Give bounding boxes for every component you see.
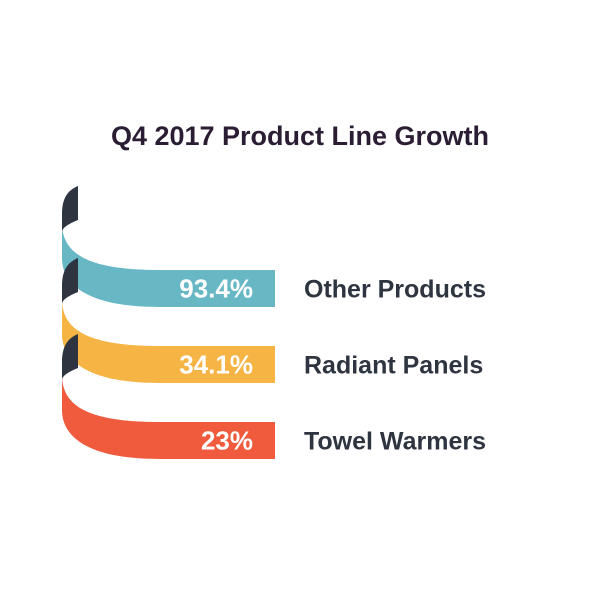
category-label-towel-warmers: Towel Warmers — [304, 428, 486, 456]
value-label-radiant-panels: 34.1% — [179, 350, 253, 380]
ribbon-radiant-panels — [62, 262, 275, 383]
category-label-other-products: Other Products — [304, 276, 486, 304]
ribbon-fold-towel-warmers — [62, 334, 78, 380]
ribbon-group: 93.4% Other Products 34.1% Radiant Panels 23… — [62, 186, 486, 459]
ribbon-fold-radiant-panels — [62, 258, 78, 304]
value-label-towel-warmers: 23% — [201, 426, 253, 456]
chart-title: Q4 2017 Product Line Growth — [111, 121, 489, 151]
ribbon-other-products — [62, 190, 275, 307]
ribbon-towel-warmers — [62, 338, 275, 459]
category-label-radiant-panels: Radiant Panels — [304, 352, 483, 380]
ribbon-fold-other-products — [62, 186, 78, 232]
value-label-other-products: 93.4% — [179, 274, 253, 304]
